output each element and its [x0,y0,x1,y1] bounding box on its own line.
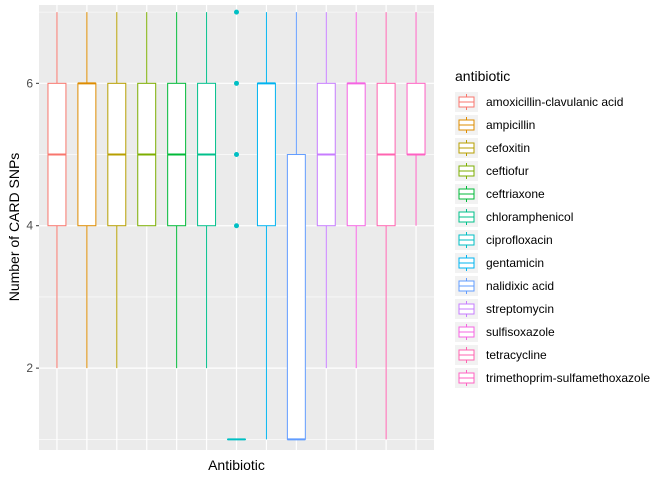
box-sulfisoxazole [346,12,366,369]
legend-item: tetracycline [455,345,547,365]
box-trimethoprim-sulfamethoxazole [406,12,426,226]
legend-item: ceftriaxone [455,184,545,204]
box-body [77,82,97,227]
legend-item: ciprofloxacin [455,230,553,250]
y-axis-title: Number of CARD SNPs [6,153,22,302]
box-ceftriaxone [167,12,187,369]
legend-item: sulfisoxazole [455,322,555,342]
box-streptomycin [316,12,336,369]
box-nalidixic-acid [286,12,306,441]
legend-label: ampicillin [486,118,535,132]
box-body [256,82,276,227]
box-amoxicillin-clavulanic-acid [47,12,67,369]
box-ciprofloxacin [227,9,246,441]
y-tick-label: 4 [26,219,33,233]
legend-label: trimethoprim-sulfamethoxazole [486,371,650,385]
box-gentamicin [256,12,276,440]
legend-label: nalidixic acid [486,279,554,293]
legend-label: cefoxitin [486,141,530,155]
legend-item: streptomycin [455,299,554,319]
legend-title: antibiotic [455,68,510,84]
x-axis-title: Antibiotic [208,457,265,473]
box-body [406,82,426,156]
legend-label: ceftiofur [486,164,529,178]
y-tick-label: 2 [26,361,33,375]
legend-label: chloramphenicol [486,210,573,224]
outlier-point [234,152,239,158]
legend-label: gentamicin [486,256,544,270]
legend-item: chloramphenicol [455,207,573,227]
legend-item: gentamicin [455,253,544,273]
legend-item: nalidixic acid [455,276,554,296]
outlier-point [234,9,239,15]
outlier-point [234,80,239,86]
box-tetracycline [376,12,396,440]
legend-item: ceftiofur [455,161,529,181]
legend-item: trimethoprim-sulfamethoxazole [455,368,650,388]
y-axis: 2 4 6 [26,76,39,375]
legend: antibiotic amoxicillin-clavulanic acid am… [455,68,650,388]
box-cefoxitin [107,12,127,369]
legend-item: ampicillin [455,115,535,135]
y-tick-label: 6 [26,76,33,90]
legend-label: sulfisoxazole [486,325,555,339]
legend-label: ceftriaxone [486,187,545,201]
box-series-layer [47,9,426,441]
legend-label: amoxicillin-clavulanic acid [486,95,623,109]
legend-item: cefoxitin [455,138,530,158]
box-body [286,154,306,440]
legend-item: amoxicillin-clavulanic acid [455,92,623,112]
legend-label: tetracycline [486,348,547,362]
legend-label: ciprofloxacin [486,233,553,247]
legend-label: streptomycin [486,302,554,316]
box-ceftiofur [137,12,157,227]
outlier-point [234,223,239,229]
box-chloramphenicol [197,12,217,369]
box-body [346,82,366,227]
box-ampicillin [77,12,97,369]
